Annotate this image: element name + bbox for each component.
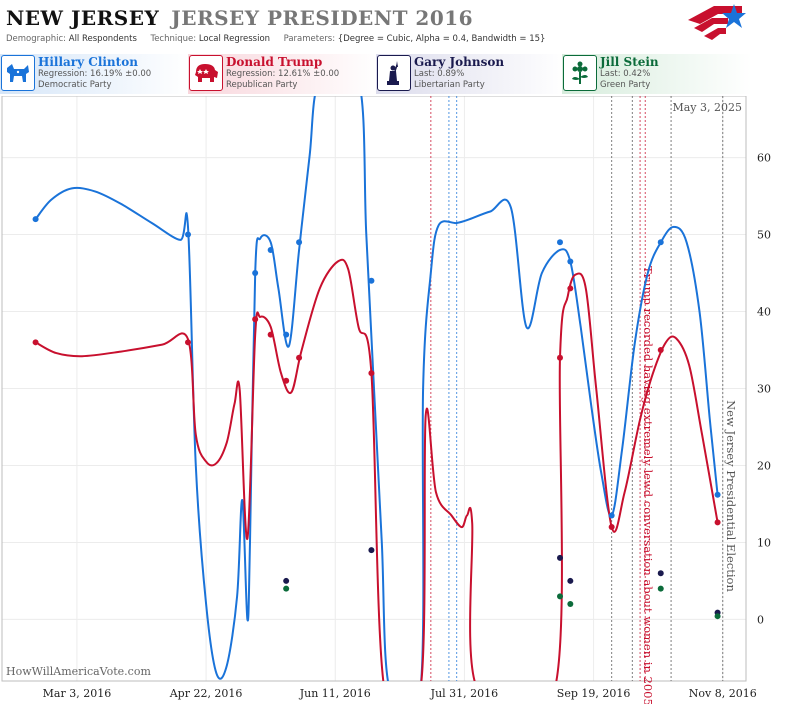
poll-chart: 0 10 20 30 40 50 60 Mar 3, 2016 Apr 22, 2016 Jun … — [1, 96, 771, 704]
data-point-hillary-clinton — [252, 270, 259, 277]
candidate-regression: Regression: 12.61% ±0.00 — [226, 69, 340, 79]
candidate-card-trump[interactable]: Donald Trump Regression: 12.61% ±0.00 Re… — [188, 54, 378, 94]
data-point-donald-trump — [32, 339, 39, 346]
data-point-hillary-clinton — [296, 239, 303, 246]
data-point-donald-trump — [657, 347, 664, 354]
data-point-gary-johnson — [283, 577, 290, 584]
data-point-hillary-clinton — [714, 491, 721, 498]
data-point-donald-trump — [283, 377, 290, 384]
donkey-icon — [1, 55, 35, 91]
candidate-name: Jill Stein — [600, 55, 659, 69]
candidate-party: Republican Party — [226, 80, 298, 90]
data-point-hillary-clinton — [185, 231, 191, 238]
flower-icon — [563, 55, 597, 91]
data-point-donald-trump — [567, 285, 574, 292]
data-point-jill-stein — [557, 593, 563, 600]
data-point-donald-trump — [267, 331, 274, 338]
candidate-party: Green Party — [600, 80, 651, 90]
data-point-gary-johnson — [368, 547, 375, 554]
x-tick-label: Jul 31, 2016 — [430, 687, 499, 700]
watermark: HowWillAmericaVote.com — [6, 665, 151, 678]
demographic-value: All Respondents — [68, 34, 137, 44]
technique-label: Technique: — [150, 34, 197, 44]
data-point-donald-trump — [714, 519, 721, 526]
x-tick-label: Nov 8, 2016 — [689, 687, 757, 700]
site-logo-icon — [688, 4, 746, 40]
candidate-name: Hillary Clinton — [38, 55, 138, 69]
elephant-icon — [189, 55, 223, 91]
data-point-jill-stein — [283, 585, 290, 592]
data-point-gary-johnson — [567, 577, 574, 584]
data-point-jill-stein — [567, 601, 574, 608]
candidate-card-clinton[interactable]: Hillary Clinton Regression: 16.19% ±0.00… — [0, 54, 190, 94]
election-annotation: New Jersey Presidential Election — [724, 400, 738, 592]
page-subtitle: JERSEY PRESIDENT 2016 — [171, 6, 474, 30]
data-point-donald-trump — [608, 524, 615, 531]
parameters-line: Demographic: All Respondents Technique: … — [6, 34, 545, 44]
data-point-gary-johnson — [557, 554, 563, 561]
data-point-donald-trump — [557, 354, 563, 361]
y-tick-label: 50 — [757, 229, 771, 242]
data-point-hillary-clinton — [283, 331, 290, 338]
parameters-value: {Degree = Cubic, Alpha = 0.4, Bandwidth … — [337, 34, 546, 44]
candidate-name: Donald Trump — [226, 55, 323, 69]
data-point-jill-stein — [657, 585, 664, 592]
y-tick-label: 40 — [757, 306, 771, 319]
x-tick-label: Jun 11, 2016 — [299, 687, 371, 700]
candidate-card-stein[interactable]: Jill Stein Last: 0.42% Green Party — [562, 54, 752, 94]
data-point-donald-trump — [296, 354, 303, 361]
technique-value: Local Regression — [198, 34, 271, 44]
page-title: NEW JERSEY — [6, 6, 160, 30]
series-line-hillary-clinton — [34, 96, 719, 681]
data-point-gary-johnson — [657, 570, 664, 577]
statue-of-liberty-icon — [377, 55, 411, 91]
candidate-legend: Hillary Clinton Regression: 16.19% ±0.00… — [0, 54, 789, 94]
candidate-last: Last: 0.42% — [600, 69, 651, 79]
candidate-card-johnson[interactable]: Gary Johnson Last: 0.89% Libertarian Par… — [376, 54, 566, 94]
data-point-hillary-clinton — [557, 239, 563, 246]
data-point-donald-trump — [185, 339, 191, 346]
event-annotation: Trump recorded having extremely lewd con… — [641, 266, 655, 704]
series-line-donald-trump — [35, 258, 719, 681]
y-tick-label: 20 — [757, 459, 771, 472]
parameters-label: Parameters: — [283, 34, 336, 44]
x-tick-label: Mar 3, 2016 — [43, 687, 112, 700]
candidate-party: Democratic Party — [38, 80, 112, 90]
date-label: May 3, 2025 — [672, 101, 742, 114]
candidate-regression: Regression: 16.19% ±0.00 — [38, 69, 152, 79]
y-tick-label: 0 — [757, 613, 764, 626]
y-tick-label: 60 — [757, 152, 771, 165]
candidate-name: Gary Johnson — [414, 55, 505, 69]
title-row: NEW JERSEY JERSEY PRESIDENT 2016 — [6, 6, 473, 32]
data-point-hillary-clinton — [368, 277, 375, 284]
data-point-hillary-clinton — [267, 246, 274, 253]
data-point-jill-stein — [714, 613, 721, 620]
data-point-hillary-clinton — [608, 512, 615, 519]
y-tick-label: 10 — [757, 536, 771, 549]
candidate-party: Libertarian Party — [414, 80, 485, 90]
y-tick-label: 30 — [757, 383, 771, 396]
data-point-hillary-clinton — [657, 239, 664, 246]
data-point-hillary-clinton — [32, 216, 39, 223]
data-point-hillary-clinton — [567, 258, 574, 265]
demographic-label: Demographic: — [6, 34, 67, 44]
x-tick-label: Apr 22, 2016 — [169, 687, 243, 700]
plot-frame — [1, 96, 747, 682]
candidate-last: Last: 0.89% — [414, 69, 465, 79]
data-point-donald-trump — [252, 316, 259, 323]
data-point-donald-trump — [368, 370, 375, 377]
x-tick-label: Sep 19, 2016 — [557, 687, 631, 700]
